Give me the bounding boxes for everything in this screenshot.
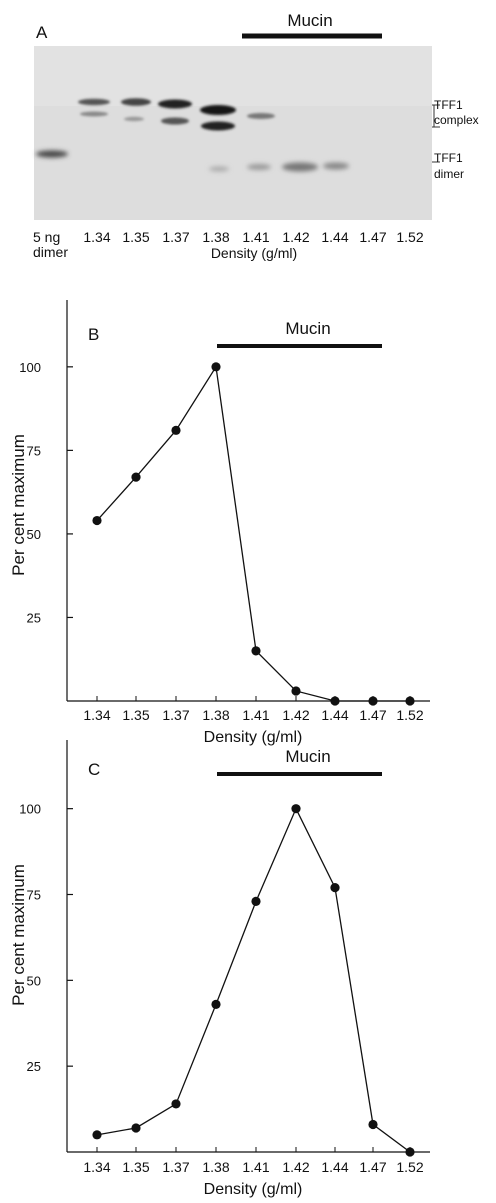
blot-band [209,166,229,172]
x-tick-label: 1.47 [359,707,386,723]
y-tick-label: 50 [27,973,41,988]
panel-a-mucin-label: Mucin [287,11,332,30]
data-point [211,362,221,372]
blot-band [80,111,108,117]
y-tick-label: 100 [19,360,41,375]
data-point [251,646,261,656]
data-point [330,883,340,893]
x-tick-label: 1.38 [202,707,229,723]
x-tick-label: 1.44 [321,707,348,723]
tff1-dimer-label-2: dimer [434,167,464,181]
lane-label: 1.35 [122,229,149,245]
panel-a-letter: A [36,23,48,42]
tff1-dimer-label-1: TFF1 [434,151,463,165]
x-tick-label: 1.34 [83,707,110,723]
y-tick-label: 100 [19,802,41,817]
panel-a: A Mucin [33,11,479,261]
blot-band [121,98,151,106]
lane-labels: 1.34 1.35 1.37 1.38 1.41 1.42 1.44 1.47 1.52 [83,229,423,245]
x-tick-label: 1.38 [202,1159,229,1175]
panel-a-xlabel: Density (g/ml) [211,245,297,261]
data-point [211,999,221,1009]
x-axis-label: Density (g/ml) [204,729,303,746]
data-point [171,425,181,435]
data-point [131,1123,141,1133]
data-point [368,1119,378,1130]
blot-band [158,99,192,109]
x-tick-label: 1.41 [242,1159,269,1175]
data-point [405,1147,415,1157]
lane-label: 1.47 [359,229,386,245]
y-tick-label: 75 [27,888,41,903]
data-point [251,896,261,906]
x-tick-label: 1.34 [83,1159,110,1175]
blot-band [124,116,144,122]
y-tick-label: 75 [27,443,41,458]
y-tick-label: 25 [27,610,41,625]
tff1-complex-label-2: complex [434,113,479,127]
y-axis-label: Per cent maximum [9,434,28,576]
data-point [92,1130,102,1140]
mucin-label: Mucin [285,747,330,766]
lane-label: 1.34 [83,229,110,245]
mucin-label: Mucin [285,319,330,338]
blot-band [323,162,349,170]
data-point [291,804,301,814]
data-point [171,1099,181,1109]
lane-label: 1.38 [202,229,229,245]
y-tick-label: 25 [27,1059,41,1074]
x-tick-label: 1.42 [282,707,309,723]
x-axis-label: Density (g/ml) [204,1181,303,1198]
data-point [330,696,340,706]
blot-band [36,150,68,158]
tff1-complex-label-1: TFF1 [434,98,463,112]
data-point [131,472,141,482]
data-point [405,696,415,706]
blot-band [247,164,271,170]
series-line [96,807,411,1153]
blot-band [282,162,318,172]
data-point [368,696,378,706]
panel-letter: C [88,760,100,779]
x-tick-label: 1.47 [359,1159,386,1175]
lane-label: 1.42 [282,229,309,245]
x-tick-label: 1.52 [396,707,423,723]
data-point [291,686,301,696]
panel-b-chart: B Mucin 25 50 75 100 1.34 1.35 1.37 1.38 1.41 1.42 1… [9,300,430,746]
blot-band [78,98,110,106]
y-axis-label: Per cent maximum [9,864,28,1006]
marker-lane-label-1: 5 ng [33,229,60,245]
x-tick-label: 1.44 [321,1159,348,1175]
blot-image [34,46,432,220]
panel-c-chart: C Mucin 25 50 75 100 1.34 1.35 1.37 1.38 1.41 1.42 1… [9,740,430,1198]
x-tick-label: 1.35 [122,1159,149,1175]
blot-band [200,105,236,115]
x-tick-label: 1.52 [396,1159,423,1175]
y-tick-label: 50 [27,527,41,542]
x-tick-label: 1.42 [282,1159,309,1175]
x-tick-label: 1.35 [122,707,149,723]
blot-band [161,117,189,125]
blot-band [201,121,235,131]
blot-band [247,113,275,119]
marker-lane-label-2: dimer [33,244,68,260]
x-tick-label: 1.41 [242,707,269,723]
lane-label: 1.52 [396,229,423,245]
data-point [92,515,102,526]
lane-label: 1.44 [321,229,348,245]
panel-letter: B [88,325,99,344]
lane-label: 1.37 [162,229,189,245]
x-tick-label: 1.37 [162,707,189,723]
lane-label: 1.41 [242,229,269,245]
band-labels: TFF1 complex TFF1 dimer [432,98,479,181]
x-tick-label: 1.37 [162,1159,189,1175]
